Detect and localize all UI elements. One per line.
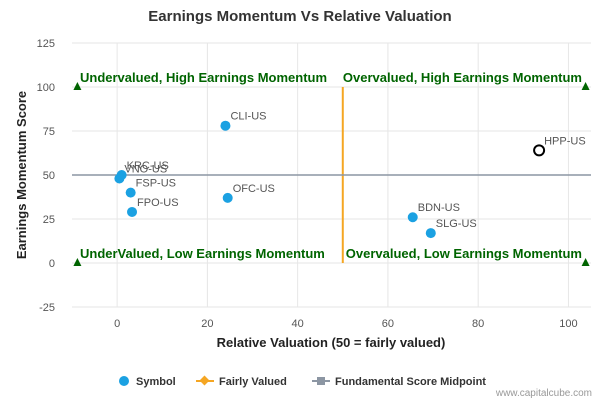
point-marker (127, 206, 138, 217)
point-label: FSP-US (136, 178, 176, 190)
y-tick-label: 125 (37, 38, 55, 50)
y-axis-title: Earnings Momentum Score (14, 91, 29, 259)
y-axis-ticks: -25 0 25 50 75 100 125 (37, 38, 55, 314)
quadrant-label-bottom-right: Overvalued, Low Earnings Momentum (346, 246, 582, 261)
chart-title: Earnings Momentum Vs Relative Valuation (148, 8, 451, 25)
point-marker (114, 173, 125, 184)
point-label: FPO-US (137, 197, 179, 209)
point-label: HPP-US (544, 135, 586, 147)
point-marker (425, 228, 436, 239)
x-axis-ticks: 0 20 40 60 80 100 (114, 318, 578, 330)
y-tick-label: 50 (43, 170, 55, 182)
point-label: KRC-US (127, 160, 169, 172)
point-label: OFC-US (233, 183, 275, 195)
x-tick-label: 60 (382, 318, 394, 330)
quadrant-label-top-right: Overvalued, High Earnings Momentum (343, 70, 582, 85)
point-marker (222, 192, 233, 203)
point-marker-highlight (533, 144, 546, 157)
x-tick-label: 20 (201, 318, 213, 330)
y-tick-label: 100 (37, 82, 55, 94)
quadrant-marker-icon (73, 82, 82, 90)
legend: Symbol Fairly Valued Fundamental Score M… (119, 375, 486, 388)
x-tick-label: 80 (472, 318, 484, 330)
point-label: VNO-US (124, 164, 167, 176)
y-tick-label: 25 (43, 214, 55, 226)
y-tick-label: -25 (39, 302, 55, 314)
x-axis-title: Relative Valuation (50 = fairly valued) (217, 335, 446, 350)
point-label: SLG-US (436, 218, 477, 230)
quadrant-label-bottom-left: UnderValued, Low Earnings Momentum (80, 246, 325, 261)
quadrant-label-top-left: Undervalued, High Earnings Momentum (80, 70, 327, 85)
legend-fair-label[interactable]: Fairly Valued (219, 376, 287, 388)
y-tick-label: 0 (49, 258, 55, 270)
y-tick-label: 75 (43, 126, 55, 138)
point-marker (220, 120, 231, 131)
quadrant-marker-icon (581, 258, 590, 266)
x-tick-label: 0 (114, 318, 120, 330)
quadrant-marker-icon (581, 82, 590, 90)
legend-midpoint-marker (317, 377, 325, 385)
point-label: CLI-US (230, 111, 266, 123)
point-label: BDN-US (418, 202, 460, 214)
legend-symbol-label[interactable]: Symbol (136, 376, 176, 388)
point-marker (407, 212, 418, 223)
quadrant-labels: Undervalued, High Earnings Momentum Overv… (73, 70, 590, 266)
x-tick-label: 40 (292, 318, 304, 330)
reference-lines (72, 87, 591, 263)
quadrant-marker-icon (73, 258, 82, 266)
legend-symbol-marker (119, 376, 129, 386)
x-tick-label: 100 (559, 318, 577, 330)
legend-fair-marker (199, 375, 210, 386)
point-marker (125, 187, 136, 198)
legend-midpoint-label[interactable]: Fundamental Score Midpoint (335, 376, 486, 388)
credit-text: www.capitalcube.com (495, 388, 592, 399)
